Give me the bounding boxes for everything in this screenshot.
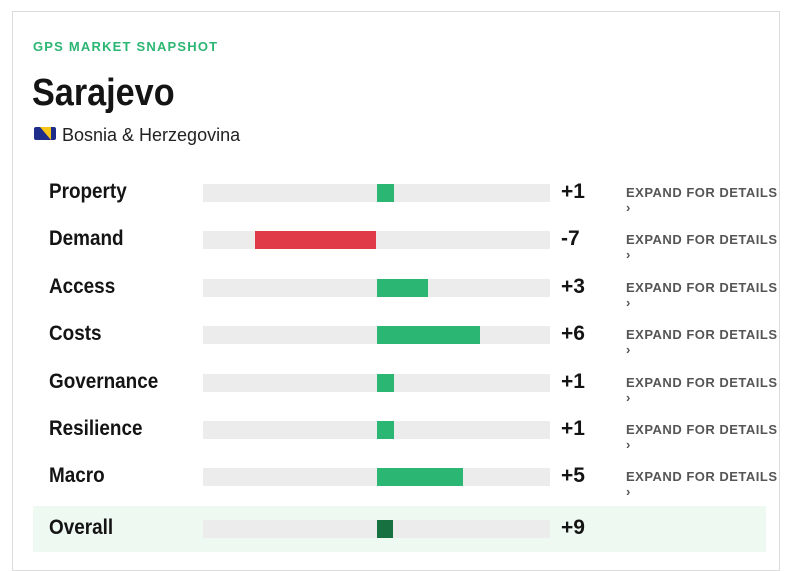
value-label: +1 xyxy=(561,369,585,393)
country: Bosnia & Herzegovina xyxy=(62,125,241,145)
value-label: +9 xyxy=(561,516,585,539)
bar xyxy=(376,520,393,538)
bar-track xyxy=(203,421,550,439)
city-title: Sarajevo xyxy=(32,72,175,114)
bar xyxy=(376,184,394,202)
row-label: Governance xyxy=(49,369,159,393)
row-label: Property xyxy=(49,180,127,203)
value-label: +5 xyxy=(561,464,585,488)
bar-track xyxy=(203,520,550,538)
row-label: Resilience xyxy=(49,417,143,440)
expand-link[interactable]: EXPAND FOR DETAILS › xyxy=(626,327,778,358)
expand-link[interactable]: EXPAND FOR DETAILS › xyxy=(626,185,778,215)
bar xyxy=(376,278,429,297)
card: GPS MARKET SNAPSHOT Sarajevo Bosnia & He… xyxy=(12,11,780,571)
page: {"header": {"eyebrow": "GPS MARKET SNAPS… xyxy=(12,11,780,571)
row-label: Costs xyxy=(49,322,102,346)
expand-link[interactable]: EXPAND FOR DETAILS › xyxy=(626,469,778,500)
value-label: +1 xyxy=(561,417,585,440)
bar xyxy=(255,231,377,250)
bar-track xyxy=(203,231,550,250)
bar-track xyxy=(203,468,550,487)
flag xyxy=(34,127,56,140)
bar-track xyxy=(203,184,550,202)
value-label: +1 xyxy=(561,180,585,203)
bar xyxy=(376,468,463,487)
row-label: Overall xyxy=(49,516,114,539)
value-label: +3 xyxy=(561,274,585,298)
bar xyxy=(376,326,481,345)
bar-track xyxy=(203,278,550,297)
expand-link[interactable]: EXPAND FOR DETAILS › xyxy=(626,422,778,452)
eyebrow: GPS MARKET SNAPSHOT xyxy=(33,39,219,54)
value-label: +6 xyxy=(561,322,585,346)
expand-link[interactable]: EXPAND FOR DETAILS › xyxy=(626,374,778,405)
bar xyxy=(376,421,394,439)
bar-track xyxy=(203,373,550,392)
value-label: -7 xyxy=(561,227,580,251)
row-label: Demand xyxy=(49,227,124,251)
bar-track xyxy=(203,326,550,345)
row-label: Macro xyxy=(49,464,105,488)
expand-link[interactable]: EXPAND FOR DETAILS › xyxy=(626,232,778,263)
row-label: Access xyxy=(49,274,116,298)
expand-link[interactable]: EXPAND FOR DETAILS › xyxy=(626,279,778,310)
bar xyxy=(376,373,394,392)
